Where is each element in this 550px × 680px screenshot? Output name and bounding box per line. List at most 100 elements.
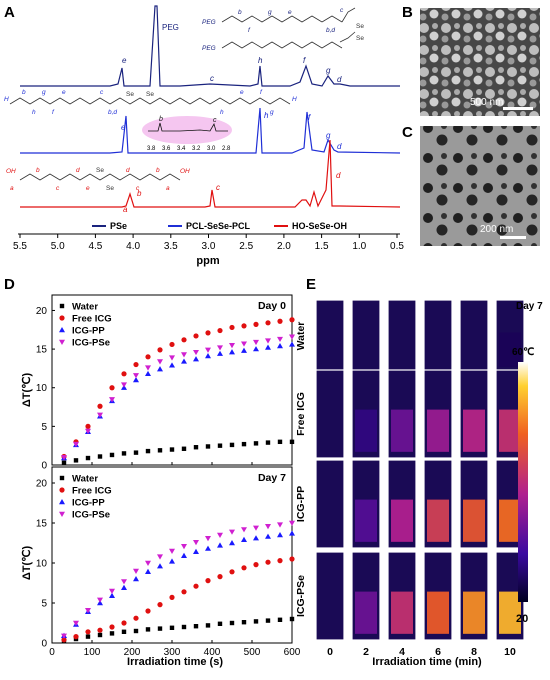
data-point-water <box>133 628 139 634</box>
legend-label: Free ICG <box>72 486 112 497</box>
data-point-icg-pse <box>157 359 163 365</box>
data-point-water <box>289 616 295 622</box>
data-point-water <box>121 451 127 456</box>
data-point-icg-pp <box>133 377 139 383</box>
thermal-tube-cell <box>459 299 489 373</box>
data-point-water <box>277 439 283 445</box>
struct-letter: d <box>126 167 130 174</box>
data-point-icg-pp <box>133 576 139 582</box>
panel-c-label: C <box>402 124 413 141</box>
x-tick-label: 500 <box>244 647 261 658</box>
data-point-icg-pse <box>169 355 175 361</box>
legend-marker <box>59 487 65 493</box>
panel-e-label: E <box>306 276 316 293</box>
heat-spot <box>427 591 449 634</box>
data-point-icg-pse <box>121 382 127 388</box>
data-point-free-icg <box>265 320 271 326</box>
data-point-icg-pse <box>97 412 103 418</box>
struct-letter: b <box>22 89 26 96</box>
data-point-water <box>157 448 163 453</box>
inset-tick-label: 3.6 <box>162 146 171 152</box>
struct-letter: b <box>36 167 40 174</box>
x-tick-label-a: 0.5 <box>390 241 404 252</box>
legend-label: Water <box>72 474 98 485</box>
data-point-icg-pp <box>157 563 163 569</box>
structure-pcl-sese-pcl: H b g e h f c b,d e h f g H Se Se <box>4 89 297 116</box>
struct-letter: b <box>156 167 160 174</box>
data-point-free-icg <box>97 403 103 409</box>
data-point-free-icg <box>133 615 139 621</box>
struct-letter: e <box>288 9 292 16</box>
data-point-free-icg <box>61 637 67 643</box>
y-tick-label: 15 <box>36 345 48 356</box>
data-point-icg-pse <box>193 349 199 356</box>
y-tick-label: 0 <box>41 461 47 472</box>
data-point-water <box>181 446 187 451</box>
data-point-water <box>205 623 211 628</box>
data-point-icg-pse <box>205 347 211 353</box>
data-point-free-icg <box>217 574 223 580</box>
heat-spot <box>499 591 521 634</box>
thermal-tube-cell <box>315 459 345 549</box>
x-tick-label: 100 <box>84 647 101 658</box>
data-point-icg-pse <box>181 544 187 550</box>
data-point-icg-pse <box>181 352 187 358</box>
panel-b-label: B <box>402 4 413 21</box>
x-tick-label-a: 4.0 <box>126 241 140 252</box>
data-point-icg-pp <box>145 568 151 574</box>
data-point-water <box>253 441 259 446</box>
data-point-icg-pse <box>109 588 115 594</box>
peak-label-pse: e <box>122 56 127 65</box>
data-point-icg-pp <box>205 353 211 359</box>
data-point-icg-pse <box>109 397 115 403</box>
heat-spot <box>355 499 377 542</box>
data-point-icg-pp <box>241 347 247 353</box>
data-point-icg-pp <box>277 343 283 349</box>
colorbar-max-label: 60℃ <box>512 347 534 358</box>
legend-marker <box>59 327 65 333</box>
x-tick-label: 300 <box>164 647 181 658</box>
data-point-icg-pse <box>145 560 151 566</box>
heat-spot <box>463 591 485 634</box>
tem-image <box>420 126 540 246</box>
inset-tick-label: 2.8 <box>222 146 231 152</box>
data-point-icg-pp <box>217 350 223 356</box>
peak-label-pcl: g <box>326 131 331 140</box>
struct-letter: H <box>292 96 297 103</box>
peak-label-inset: c <box>213 117 217 124</box>
data-point-water <box>145 627 151 632</box>
x-tick-label-a: 3.5 <box>164 241 178 252</box>
data-point-water <box>265 440 271 445</box>
struct-letter: e <box>240 89 244 96</box>
struct-letter: g <box>42 89 46 96</box>
heat-spot <box>463 499 485 542</box>
struct-letter: c <box>136 185 140 192</box>
legend-label: Free ICG <box>72 314 112 325</box>
data-point-icg-pp <box>145 370 151 377</box>
legend-label-ho: HO-SeSe-OH <box>292 221 347 231</box>
data-point-icg-pp <box>181 358 187 364</box>
data-point-free-icg <box>145 608 151 614</box>
data-point-water <box>145 448 151 454</box>
data-point-free-icg <box>157 602 163 608</box>
col-label: 10 <box>504 646 516 658</box>
y-tick-label: 5 <box>41 422 47 433</box>
data-point-free-icg <box>181 589 187 595</box>
data-point-free-icg <box>289 317 295 323</box>
data-point-free-icg <box>205 578 211 584</box>
data-point-water <box>85 455 91 461</box>
data-point-icg-pse <box>241 341 247 347</box>
data-point-icg-pse <box>133 568 139 574</box>
heat-spot <box>355 409 377 452</box>
data-point-free-icg <box>109 385 115 391</box>
sem-image <box>420 8 540 116</box>
scalebar-b <box>503 107 533 110</box>
data-point-icg-pp <box>193 356 199 362</box>
legend-label: ICG-PP <box>72 326 105 337</box>
data-point-icg-pse <box>133 373 139 379</box>
spectrum-ho-sese-oh <box>20 139 401 208</box>
row-label: Free ICG <box>295 392 307 436</box>
data-point-icg-pse <box>217 532 223 538</box>
